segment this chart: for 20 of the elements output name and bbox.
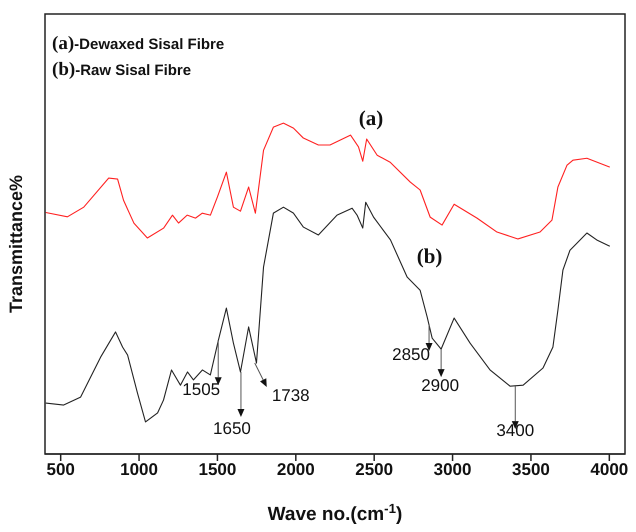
- series-label: (b): [416, 244, 442, 268]
- x-tick-label: 3500: [512, 460, 550, 480]
- annotation: 2850: [392, 344, 430, 364]
- x-axis-title: Wave no.(cm$^{-1}$): [268, 500, 402, 525]
- text: (b)-Raw Sisal Fibre: [52, 59, 192, 80]
- x-tick-label: 3000: [434, 460, 472, 480]
- series-label: (a): [358, 106, 384, 130]
- x-tick-label: 500: [46, 460, 75, 480]
- x-tick-label: 1500: [198, 460, 236, 480]
- annotation: 2900: [421, 376, 460, 396]
- x-tick-label: 1000: [120, 460, 158, 480]
- text: (a)-Dewaxed Sisal Fibre: [52, 33, 224, 54]
- x-tick-label: 2500: [355, 460, 394, 480]
- annotation: 1505: [182, 380, 220, 400]
- annotation: 1650: [213, 418, 251, 438]
- annotation: 3400: [496, 421, 534, 440]
- x-tick-label: 2000: [276, 460, 315, 480]
- y-axis-title: Transmittance%: [6, 174, 26, 314]
- x-tick-label: 4000: [590, 460, 628, 480]
- annotation: 1738: [272, 386, 310, 406]
